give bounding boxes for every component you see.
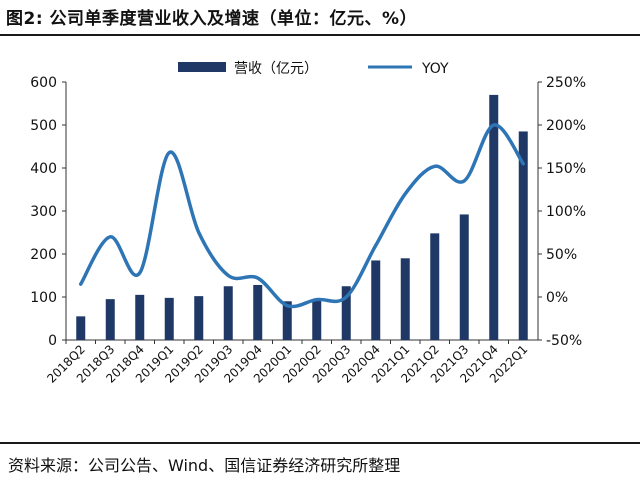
revenue-bar bbox=[371, 260, 381, 340]
y-right-tick-label: 0% bbox=[546, 290, 568, 306]
top-rule bbox=[0, 34, 640, 36]
y-left-tick-label: 500 bbox=[30, 118, 57, 134]
yoy-line bbox=[79, 123, 525, 309]
figure-title: 图2: 公司单季度营业收入及增速（单位：亿元、%） bbox=[6, 9, 418, 29]
y-left-tick-label: 100 bbox=[30, 290, 57, 306]
revenue-bar bbox=[105, 299, 115, 340]
legend-line-label: YOY bbox=[421, 61, 449, 77]
revenue-bar bbox=[76, 316, 86, 340]
revenue-bar bbox=[459, 214, 469, 340]
revenue-bar bbox=[518, 131, 528, 340]
legend: 营收（亿元） YOY bbox=[178, 61, 449, 77]
revenue-bar bbox=[341, 286, 351, 340]
legend-bar-label: 营收（亿元） bbox=[234, 61, 318, 77]
y-right-tick-label: 250% bbox=[546, 75, 586, 91]
y-left-tick-label: 0 bbox=[48, 333, 57, 349]
revenue-bar bbox=[223, 286, 233, 340]
line-series bbox=[79, 123, 525, 309]
y-left-tick-label: 200 bbox=[30, 247, 57, 263]
revenue-bar bbox=[194, 296, 204, 340]
revenue-bar bbox=[400, 258, 410, 340]
y-right-tick-label: 200% bbox=[546, 118, 586, 134]
revenue-bar bbox=[312, 299, 322, 340]
y-right-tick-label: 100% bbox=[546, 204, 586, 220]
y-left-tick-label: 300 bbox=[30, 204, 57, 220]
revenue-bar bbox=[282, 301, 292, 340]
revenue-bar bbox=[135, 294, 145, 340]
bar-line-chart: 0 100 200 300 400 500 600 -50% 0% 50% 100% 150% 200%… bbox=[30, 61, 586, 386]
legend-bar-swatch bbox=[178, 62, 226, 72]
y-right-tick-label: 150% bbox=[546, 161, 586, 177]
y-right-tick-label: 50% bbox=[546, 247, 577, 263]
revenue-bar bbox=[430, 233, 440, 340]
y-right-tick-label: -50% bbox=[546, 333, 582, 349]
revenue-bar bbox=[489, 94, 499, 341]
source-note: 资料来源：公司公告、Wind、国信证券经济研究所整理 bbox=[8, 456, 401, 475]
y-left-tick-label: 400 bbox=[30, 161, 57, 177]
y-left-tick-label: 600 bbox=[30, 75, 57, 91]
bottom-rule bbox=[0, 442, 640, 444]
revenue-bar bbox=[164, 297, 174, 340]
bar-series bbox=[76, 94, 528, 341]
revenue-bar bbox=[253, 284, 263, 340]
